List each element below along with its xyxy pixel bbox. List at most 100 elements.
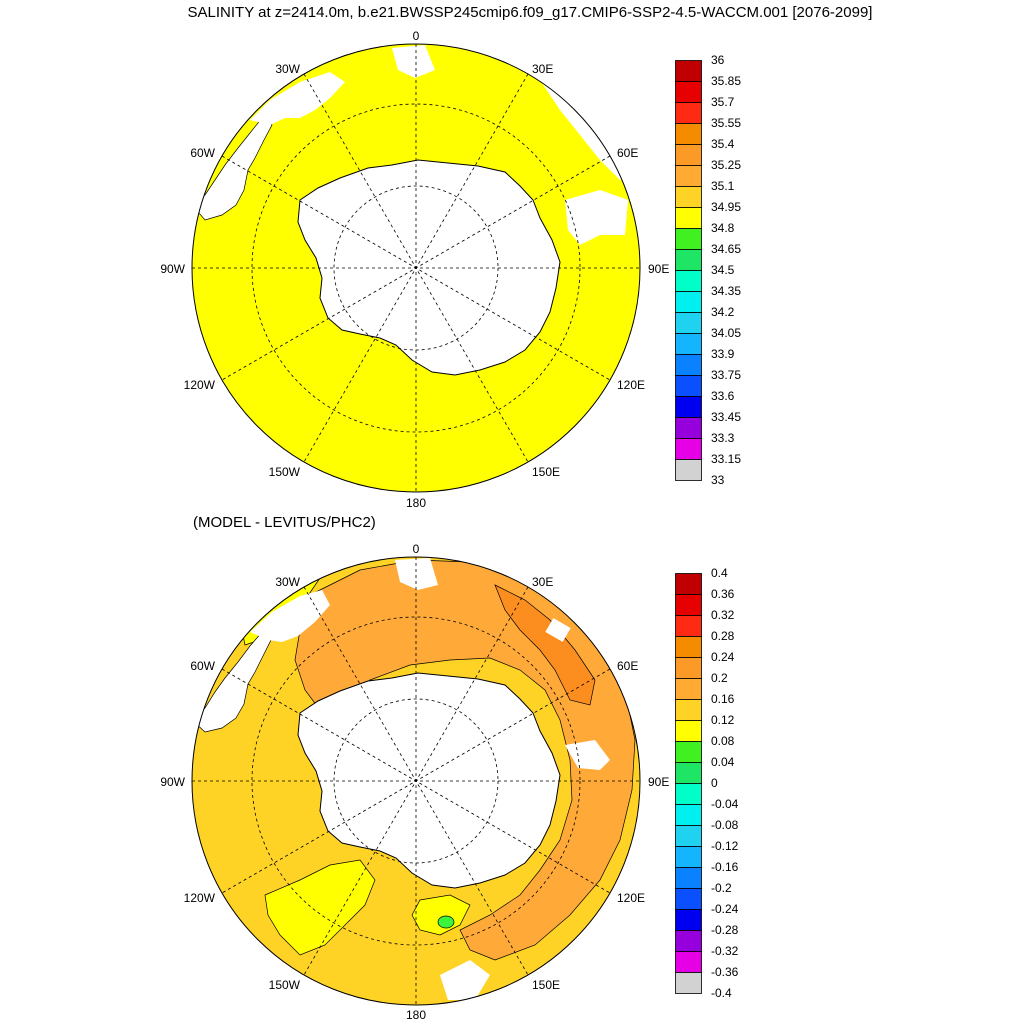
lon-label-0: 0 bbox=[413, 29, 420, 43]
lon-label-60w-b: 60W bbox=[190, 659, 215, 673]
colorbar-label: -0.08 bbox=[711, 818, 739, 832]
colorbar-label: 35.7 bbox=[711, 95, 735, 109]
colorbar-label: -0.24 bbox=[711, 902, 739, 916]
colorbar-label: 33 bbox=[711, 473, 725, 487]
colorbar-label: 35.4 bbox=[711, 137, 735, 151]
colorbar-label: 0.12 bbox=[711, 713, 735, 727]
colorbar-label: -0.2 bbox=[711, 881, 732, 895]
lon-label-180-b: 180 bbox=[406, 1008, 426, 1022]
difference-green-spot bbox=[437, 915, 455, 929]
colorbar-label: 35.25 bbox=[711, 158, 742, 172]
colorbar-label: 33.9 bbox=[711, 347, 735, 361]
colorbar-label: -0.4 bbox=[711, 986, 732, 1000]
colorbar-box bbox=[675, 438, 702, 460]
colorbar-label: 33.6 bbox=[711, 389, 735, 403]
colorbar-box bbox=[675, 102, 702, 124]
colorbar-label: 34.95 bbox=[711, 200, 742, 214]
colorbar-label: 0.2 bbox=[711, 671, 728, 685]
colorbar-box bbox=[675, 417, 702, 439]
colorbar-label: 33.3 bbox=[711, 431, 735, 445]
colorbar-box bbox=[675, 207, 702, 229]
colorbar-box bbox=[675, 165, 702, 187]
lon-label-90w-b: 90W bbox=[160, 775, 185, 789]
colorbar-box bbox=[675, 678, 702, 700]
antarctica-land bbox=[297, 159, 561, 376]
land-blank-north bbox=[392, 45, 435, 78]
lon-label-90w: 90W bbox=[160, 262, 185, 276]
colorbar-label: 34.8 bbox=[711, 221, 735, 235]
colorbar-box bbox=[675, 228, 702, 250]
colorbar-label: -0.36 bbox=[711, 965, 739, 979]
colorbar-box bbox=[675, 375, 702, 397]
colorbar-box bbox=[675, 459, 702, 481]
colorbar-label: 33.15 bbox=[711, 452, 742, 466]
colorbar-label: -0.28 bbox=[711, 923, 739, 937]
lon-label-90e-b: 90E bbox=[648, 775, 669, 789]
colorbar-label: 0.04 bbox=[711, 755, 735, 769]
colorbar-box bbox=[675, 804, 702, 826]
colorbar-box bbox=[675, 825, 702, 847]
lon-label-30e-b: 30E bbox=[532, 575, 553, 589]
land-blank-upper-left bbox=[250, 72, 345, 125]
colorbar-label: 0.36 bbox=[711, 587, 735, 601]
colorbar-label: 34.2 bbox=[711, 305, 735, 319]
land-blank-east bbox=[565, 190, 628, 245]
difference-colorbar: 0.4 0.36 0.32 0.28 0.24 0.2 0.16 0.12 0.08 0.04 0 -… bbox=[675, 566, 825, 1000]
colorbar-box bbox=[675, 312, 702, 334]
colorbar-box bbox=[675, 186, 702, 208]
colorbar-label: 35.55 bbox=[711, 116, 742, 130]
colorbar-label: 0.16 bbox=[711, 692, 735, 706]
lon-label-90e: 90E bbox=[648, 262, 669, 276]
land-blank-south-2 bbox=[440, 960, 490, 1000]
map-boundary-2 bbox=[191, 556, 641, 1006]
colorbar-box bbox=[675, 270, 702, 292]
lon-label-60e: 60E bbox=[617, 146, 638, 160]
colorbar-box bbox=[675, 762, 702, 784]
colorbar-box bbox=[675, 123, 702, 145]
land-blank-north-2 bbox=[395, 558, 438, 590]
colorbar-box bbox=[675, 972, 702, 994]
colorbar-box bbox=[675, 60, 702, 82]
lon-label-30e: 30E bbox=[532, 62, 553, 76]
south-america-land-2 bbox=[192, 631, 273, 733]
colorbar-box bbox=[675, 615, 702, 637]
colorbar-box bbox=[675, 333, 702, 355]
colorbar-label: 34.05 bbox=[711, 326, 742, 340]
colorbar-box bbox=[675, 720, 702, 742]
colorbar-label: -0.12 bbox=[711, 839, 739, 853]
lon-label-150e-b: 150E bbox=[532, 978, 560, 992]
colorbar-label: -0.32 bbox=[711, 944, 739, 958]
map-boundary bbox=[191, 43, 641, 493]
salinity-difference-polar-map: 0 180 90W 90E 30W 60W 30E 60E 120W 150W … bbox=[160, 542, 669, 1022]
lon-label-150w: 150W bbox=[269, 465, 301, 479]
lon-label-120w: 120W bbox=[184, 378, 216, 392]
lon-label-120w-b: 120W bbox=[184, 891, 216, 905]
colorbar-label: 0 bbox=[711, 776, 718, 790]
land-blank-upper-left-2 bbox=[250, 590, 330, 642]
colorbar-label: -0.16 bbox=[711, 860, 739, 874]
colorbar-label: 34.65 bbox=[711, 242, 742, 256]
colorbar-box bbox=[675, 741, 702, 763]
colorbar-label: 0.28 bbox=[711, 629, 735, 643]
colorbar-box bbox=[675, 354, 702, 376]
difference-band-02 bbox=[494, 584, 596, 706]
colorbar-box bbox=[675, 699, 702, 721]
colorbar-box bbox=[675, 594, 702, 616]
colorbar-box bbox=[675, 888, 702, 910]
lon-label-30w-b: 30W bbox=[275, 575, 300, 589]
difference-subtitle: (MODEL - LEVITUS/PHC2) bbox=[193, 514, 376, 531]
lon-label-120e: 120E bbox=[617, 378, 645, 392]
colorbar-label: 34.5 bbox=[711, 263, 735, 277]
colorbar-boxes bbox=[675, 573, 702, 994]
salinity-polar-map: 0 180 90W 90E 30W 60W 30E 60E 120W 150W … bbox=[160, 29, 669, 510]
colorbar-label: 0.08 bbox=[711, 734, 735, 748]
south-america-land bbox=[192, 117, 273, 221]
colorbar-box bbox=[675, 930, 702, 952]
pole-marker-2 bbox=[415, 780, 417, 782]
lon-label-30w: 30W bbox=[275, 62, 300, 76]
colorbar-box bbox=[675, 846, 702, 868]
colorbar-box bbox=[675, 396, 702, 418]
difference-band-012-rim bbox=[411, 894, 471, 936]
colorbar-box bbox=[675, 636, 702, 658]
lon-label-150e: 150E bbox=[532, 465, 560, 479]
